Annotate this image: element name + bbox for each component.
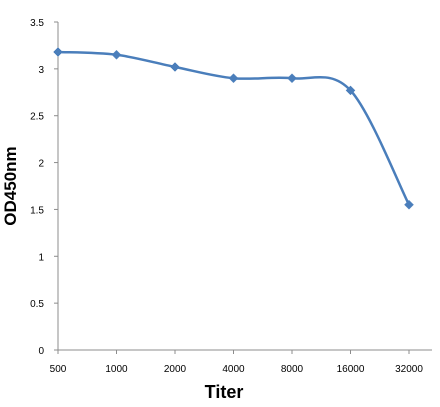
y-axis-ticks: 0 0.5 1 1.5 2 2.5 3 3.5 xyxy=(30,18,58,357)
y-axis-title: OD450nm xyxy=(1,146,20,225)
series-group xyxy=(53,47,414,210)
data-point-marker xyxy=(170,62,180,72)
data-point-marker xyxy=(53,47,63,57)
y-tick-label: 1.5 xyxy=(30,205,44,216)
x-tick-label: 4000 xyxy=(222,364,245,375)
y-tick-label: 0.5 xyxy=(30,299,44,310)
data-point-marker xyxy=(111,49,122,60)
y-tick-label: 3 xyxy=(38,65,44,76)
x-tick-label: 1000 xyxy=(105,364,128,375)
data-point-marker xyxy=(404,199,414,210)
x-tick-label: 16000 xyxy=(337,364,365,375)
x-axis-ticks: 500 1000 2000 4000 8000 16000 32000 xyxy=(50,350,423,375)
y-tick-label: 0 xyxy=(38,346,44,357)
y-tick-label: 1 xyxy=(38,252,44,263)
y-tick-label: 2.5 xyxy=(30,112,44,123)
y-tick-label: 3.5 xyxy=(30,18,44,29)
data-point-marker xyxy=(228,73,239,84)
x-tick-label: 2000 xyxy=(164,364,187,375)
x-axis-title: Titer xyxy=(205,382,244,402)
y-tick-label: 2 xyxy=(38,159,44,170)
data-point-marker xyxy=(345,85,356,96)
x-tick-label: 8000 xyxy=(281,364,304,375)
data-point-marker xyxy=(287,73,297,84)
x-tick-label: 32000 xyxy=(395,364,423,375)
x-tick-label: 500 xyxy=(50,364,67,375)
